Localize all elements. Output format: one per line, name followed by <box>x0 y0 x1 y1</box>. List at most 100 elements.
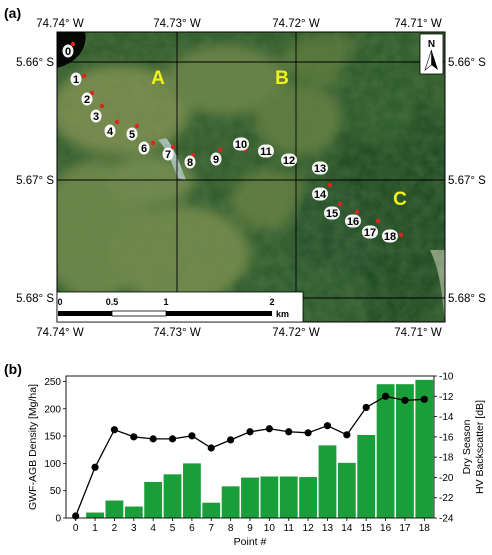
north-arrow-icon: N <box>419 33 444 75</box>
y2-tick-label: -18 <box>439 453 454 464</box>
lon-label: 74.73° W <box>153 18 201 30</box>
point-label-bg <box>138 141 150 155</box>
point-label-bg <box>162 147 174 161</box>
point-label: 4 <box>107 126 114 138</box>
agb-bar <box>124 506 143 518</box>
lat-label: 5.66° S <box>448 57 486 69</box>
point-label-bg <box>184 155 196 169</box>
point-label-bg <box>281 153 297 167</box>
point-label: 6 <box>141 143 147 155</box>
region-label-c: C <box>393 189 407 210</box>
sample-point-marker <box>81 73 87 79</box>
x-tick-label: 5 <box>170 523 176 534</box>
point-label-bg <box>81 92 93 106</box>
y2-tick-label: -12 <box>439 392 454 403</box>
backscatter-point <box>304 429 312 437</box>
point-label-bg <box>210 152 222 166</box>
sample-point-marker <box>327 182 333 188</box>
x-tick-label: 16 <box>380 523 392 534</box>
lon-label: 74.73° W <box>153 327 201 339</box>
point-label-bg <box>382 229 398 243</box>
y2-tick-label: -22 <box>439 493 454 504</box>
region-label-a: A <box>151 68 165 89</box>
backscatter-point <box>72 512 80 520</box>
point-label: 11 <box>260 146 272 158</box>
y-tick-label: 200 <box>44 404 61 415</box>
agb-bar <box>163 474 182 518</box>
agb-bar <box>241 477 259 518</box>
point-label-bg <box>62 44 74 58</box>
sample-point-marker <box>134 123 140 129</box>
panel-b-label: (b) <box>4 361 22 377</box>
y2-axis-title-line2: HV Backscatter [dB] <box>474 400 486 494</box>
x-tick-label: 2 <box>112 523 118 534</box>
x-tick-label: 3 <box>131 523 137 534</box>
lon-labels-bottom: 74.74° W 74.73° W 74.72° W 74.71° W <box>36 327 442 339</box>
lat-labels-left: 5.66° S 5.67° S 5.68° S <box>16 57 54 305</box>
agb-backscatter-chart: 0 50 100 150 200 250 -24 -22 -20 -18 -16 -14 -12 -10 0… <box>27 372 486 549</box>
agb-bar <box>337 462 356 518</box>
region-label-b: B <box>275 68 289 89</box>
x-tick-label: 6 <box>189 523 195 534</box>
scale-tick: 0 <box>57 297 62 307</box>
lon-labels-top: 74.74° W 74.73° W 74.72° W 74.71° W <box>36 18 442 30</box>
sample-point-marker <box>89 90 95 96</box>
backscatter-point <box>91 463 99 471</box>
point-label: 12 <box>283 155 295 167</box>
lon-label: 74.72° W <box>272 18 320 30</box>
y2-tick-label: -14 <box>439 412 454 423</box>
scale-unit: km <box>276 309 289 319</box>
x-tick-label: 0 <box>73 523 79 534</box>
agb-bar <box>318 445 337 518</box>
point-label: 13 <box>314 163 326 175</box>
point-label-bg <box>362 225 378 239</box>
lon-label: 74.71° W <box>394 18 442 30</box>
agb-bar <box>182 463 201 518</box>
lat-labels-right: 5.66° S 5.67° S 5.68° S <box>448 57 486 305</box>
sample-point-marker <box>337 201 343 207</box>
map-texture <box>57 32 445 322</box>
backscatter-point <box>343 431 351 439</box>
agb-bar <box>299 477 318 518</box>
x-tick-label: 8 <box>228 523 234 534</box>
x-tick-label: 17 <box>399 523 411 534</box>
y2-tick-label: -10 <box>439 372 454 383</box>
agb-bar <box>376 384 395 518</box>
point-label: 18 <box>384 231 396 243</box>
satellite-map <box>57 32 445 322</box>
point-label-bg <box>233 137 249 151</box>
point-label: 0 <box>65 46 71 58</box>
x-tick-label: 15 <box>361 523 373 534</box>
point-label-bg <box>70 72 82 86</box>
lon-label: 74.74° W <box>36 18 84 30</box>
x-tick-label: 7 <box>208 523 214 534</box>
backscatter-point <box>420 395 428 403</box>
agb-bar <box>86 512 104 518</box>
point-label: 5 <box>129 129 135 141</box>
x-tick-label: 14 <box>341 523 353 534</box>
point-label: 9 <box>213 154 219 166</box>
sample-point-marker <box>217 147 223 153</box>
sample-point-marker <box>354 209 360 215</box>
lon-label: 74.74° W <box>36 327 84 339</box>
lon-label: 74.71° W <box>394 327 442 339</box>
x-tick-label: 18 <box>419 523 431 534</box>
y-tick-label: 150 <box>44 432 61 443</box>
point-label-bg <box>345 214 361 228</box>
y-tick-label: 250 <box>44 377 61 388</box>
point-label: 16 <box>347 216 359 228</box>
x-tick-label: 9 <box>247 523 253 534</box>
agb-bar <box>105 500 124 518</box>
point-label: 17 <box>364 227 376 239</box>
y-axis-title: GWF-AGB Density [Mg/ha] <box>27 384 39 510</box>
x-axis-title: Point # <box>234 536 267 548</box>
backscatter-point <box>265 425 273 433</box>
point-label-bg <box>90 109 102 123</box>
lat-label: 5.68° S <box>16 293 54 305</box>
point-label-bg <box>258 144 274 158</box>
backscatter-point <box>246 428 254 436</box>
sample-point-marker <box>99 103 105 109</box>
agb-bar <box>396 384 414 518</box>
